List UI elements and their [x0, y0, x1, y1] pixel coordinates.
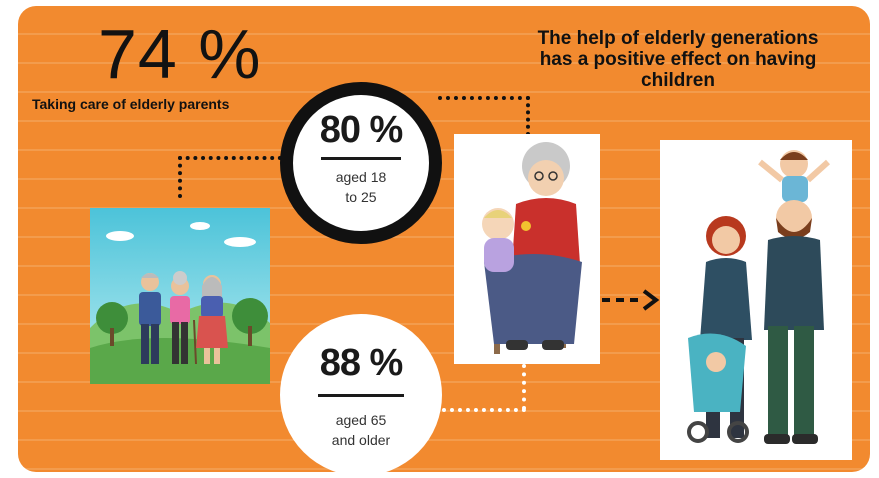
grandma-with-baby-illustration	[454, 134, 600, 364]
young-line-1: aged 18	[335, 169, 387, 185]
main-percentage-label: Taking care of elderly parents	[32, 96, 230, 112]
headline-line-2: has a positive effect on having	[539, 49, 817, 70]
connector-left-horizontal	[178, 156, 282, 160]
connector-left-vertical	[178, 156, 182, 198]
connector-top-vertical	[526, 96, 530, 136]
infographic-card: 74 % Taking care of elderly parents The …	[18, 6, 870, 472]
connector-bottom-horizontal	[442, 408, 526, 412]
headline: The help of elderly generations has a po…	[498, 28, 858, 91]
connector-top-horizontal	[438, 96, 530, 100]
connector-bottom-vertical	[522, 364, 526, 410]
arrow-right-icon	[602, 289, 660, 311]
young-divider	[321, 157, 401, 160]
stat-circle-old: 88 % aged 65 and older	[280, 314, 442, 472]
young-line-2: to 25	[345, 189, 377, 205]
family-illustration	[660, 140, 852, 460]
old-line-2: and older	[331, 432, 391, 448]
headline-line-3: children	[641, 70, 715, 91]
old-divider	[318, 394, 404, 397]
grandparents-illustration	[90, 208, 270, 384]
old-line-1: aged 65	[335, 412, 387, 428]
old-percentage: 88 %	[319, 342, 404, 384]
stat-circle-young: 80 % aged 18 to 25	[280, 82, 442, 244]
young-percentage: 80 %	[319, 109, 404, 151]
main-percentage: 74 %	[98, 15, 262, 93]
headline-line-1: The help of elderly generations	[537, 28, 819, 49]
